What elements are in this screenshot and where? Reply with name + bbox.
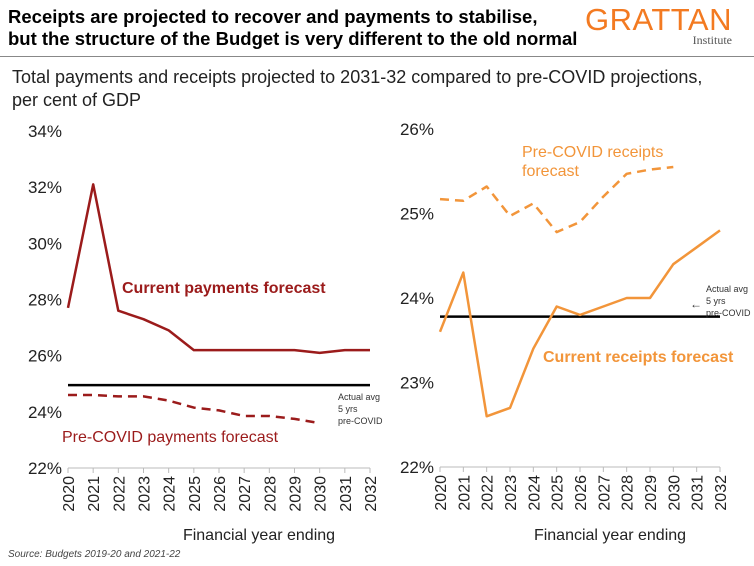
x-tick-label: 2025 xyxy=(550,475,567,511)
x-tick-label: 2026 xyxy=(573,475,590,511)
source-note: Source: Budgets 2019-20 and 2021-22 xyxy=(8,549,181,560)
x-tick-label: 2022 xyxy=(111,476,128,512)
current-forecast-line xyxy=(66,183,370,355)
x-tick-label: 2024 xyxy=(162,476,179,512)
current-forecast-line xyxy=(438,229,721,418)
logo-subtext: Institute xyxy=(692,33,732,47)
series-label: forecast xyxy=(522,163,579,180)
series-label: Current receipts forecast xyxy=(543,349,734,366)
x-tick-label: 2029 xyxy=(643,475,660,511)
y-tick-label: 32% xyxy=(28,178,62,197)
x-tick-label: 2024 xyxy=(526,475,543,511)
x-tick-label: 2023 xyxy=(503,475,520,511)
header-divider xyxy=(0,56,754,57)
y-tick-label: 25% xyxy=(400,205,434,224)
y-tick-label: 26% xyxy=(400,120,434,139)
y-tick-label: 28% xyxy=(28,291,62,310)
reference-line-label: 5 yrs xyxy=(706,296,726,306)
x-tick-label: 2032 xyxy=(363,476,380,512)
x-tick-label: 2028 xyxy=(262,476,279,512)
x-tick-label: 2027 xyxy=(237,476,254,512)
x-tick-label: 2020 xyxy=(61,476,78,512)
x-tick-label: 2030 xyxy=(666,475,683,511)
pre-covid-forecast-line xyxy=(439,165,674,234)
reference-arrow: ← xyxy=(690,297,702,311)
y-tick-label: 26% xyxy=(28,347,62,366)
y-tick-label: 24% xyxy=(28,403,62,422)
y-tick-label: 23% xyxy=(400,374,434,393)
series-label: Current payments forecast xyxy=(122,280,326,297)
x-tick-label: 2021 xyxy=(456,475,473,511)
x-tick-label: 2029 xyxy=(288,476,305,512)
y-tick-label: 22% xyxy=(28,459,62,478)
chart-subtitle: Total payments and receipts projected to… xyxy=(12,67,703,110)
y-tick-label: 34% xyxy=(28,122,62,141)
y-tick-label: 22% xyxy=(400,458,434,477)
x-tick-label: 2020 xyxy=(433,475,450,511)
reference-line-label: Actual avg xyxy=(706,284,748,294)
x-tick-label: 2022 xyxy=(480,475,497,511)
x-axis-title: Financial year ending xyxy=(534,527,686,544)
chart-headline: Receipts are projected to recover and pa… xyxy=(8,6,577,50)
x-tick-label: 2028 xyxy=(620,475,637,511)
headline-line-1: Receipts are projected to recover and pa… xyxy=(8,6,538,27)
reference-line-label: Actual avg xyxy=(338,392,380,402)
headline-line-2: but the structure of the Budget is very … xyxy=(8,28,578,49)
reference-line-label: 5 yrs xyxy=(338,404,358,414)
x-tick-label: 2031 xyxy=(338,476,355,512)
series-label: Pre-COVID payments forecast xyxy=(62,429,279,446)
pre-covid-forecast-line xyxy=(68,393,320,425)
y-tick-label: 30% xyxy=(28,234,62,253)
header: Receipts are projected to recover and pa… xyxy=(0,0,754,56)
x-tick-label: 2032 xyxy=(713,475,730,511)
x-tick-label: 2026 xyxy=(212,476,229,512)
y-tick-label: 24% xyxy=(400,289,434,308)
logo-wordmark: GRATTAN xyxy=(584,2,732,37)
reference-line-label: pre-COVID xyxy=(706,308,751,318)
reference-line-label: pre-COVID xyxy=(338,416,383,426)
x-tick-label: 2021 xyxy=(86,476,103,512)
x-tick-label: 2030 xyxy=(313,476,330,512)
x-tick-label: 2023 xyxy=(137,476,154,512)
series-label: Pre-COVID receipts xyxy=(522,144,663,161)
grattan-logo: GRATTAN Institute xyxy=(584,2,732,47)
x-tick-label: 2031 xyxy=(690,475,707,511)
x-tick-label: 2025 xyxy=(187,476,204,512)
x-axis-title: Financial year ending xyxy=(183,527,335,544)
x-tick-label: 2027 xyxy=(596,475,613,511)
